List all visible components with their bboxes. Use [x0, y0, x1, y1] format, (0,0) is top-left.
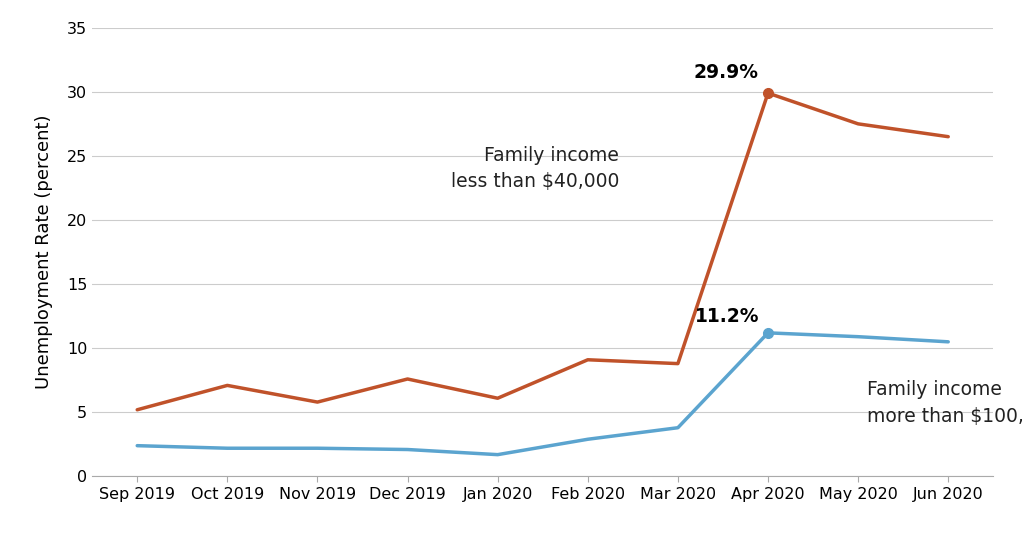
Text: Family income
more than $100,000: Family income more than $100,000: [867, 380, 1024, 426]
Text: Family income
less than $40,000: Family income less than $40,000: [451, 146, 620, 192]
Text: 11.2%: 11.2%: [694, 307, 759, 326]
Text: 29.9%: 29.9%: [694, 63, 759, 81]
Y-axis label: Unemployment Rate (percent): Unemployment Rate (percent): [35, 115, 53, 389]
